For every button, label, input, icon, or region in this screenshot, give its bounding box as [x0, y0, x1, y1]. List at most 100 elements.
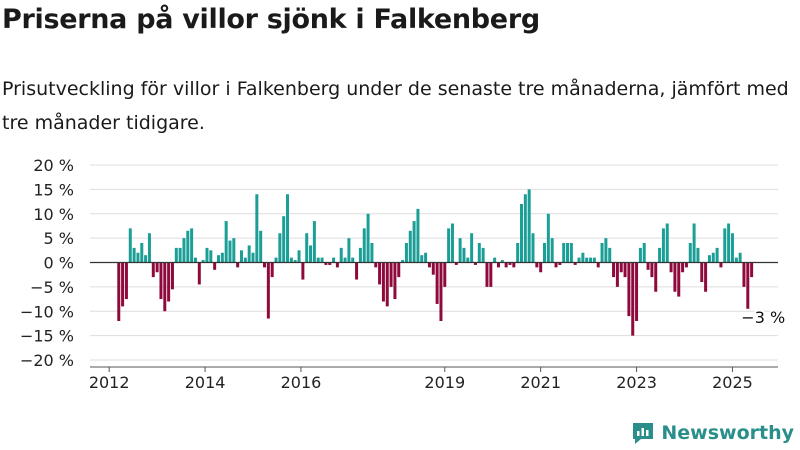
y-tick-label: −10 % — [20, 302, 74, 321]
y-tick-label: 15 % — [33, 180, 74, 199]
bar-positive — [581, 252, 585, 263]
x-tick-label: 2019 — [424, 373, 465, 392]
bar-positive — [523, 194, 527, 263]
bar-positive — [450, 223, 454, 263]
bar-negative — [750, 262, 754, 278]
bar-positive — [259, 230, 263, 263]
bar-positive — [339, 247, 343, 263]
bar-negative — [485, 262, 489, 287]
bar-positive — [228, 240, 232, 263]
bar-negative — [427, 262, 431, 268]
bar-positive — [178, 247, 182, 263]
y-axis-labels: 20 % 15 % 10 % 5 % 0 % −5 % −10 % −15 % −20 % — [20, 156, 74, 370]
bar-negative — [397, 262, 401, 278]
bar-positive — [255, 194, 259, 263]
bar-positive — [416, 208, 420, 263]
bar-positive — [370, 243, 374, 263]
bar-positive — [569, 243, 573, 263]
x-tick-label: 2025 — [712, 373, 753, 392]
bar-positive — [477, 243, 481, 263]
bar-positive — [420, 255, 424, 263]
bar-negative — [746, 262, 750, 309]
bar-positive — [224, 221, 228, 263]
bar-negative — [700, 262, 704, 282]
y-tick-label: −15 % — [20, 327, 74, 346]
bar-negative — [535, 262, 539, 268]
bar-negative — [124, 262, 128, 300]
bar-positive — [543, 243, 547, 263]
bar-positive — [481, 247, 485, 263]
bar-negative — [324, 262, 328, 265]
bar-positive — [332, 257, 336, 263]
x-tick-label: 2012 — [89, 373, 130, 392]
bar-negative — [489, 262, 493, 287]
bar-positive — [604, 238, 608, 263]
bar-positive — [186, 230, 190, 263]
bar-negative — [355, 262, 359, 280]
last-value-label: −3 % — [741, 308, 785, 327]
bar-negative — [558, 262, 562, 265]
chart-subtitle: Prisutveckling för villor i Falkenberg u… — [2, 78, 789, 134]
bar-negative — [539, 262, 543, 273]
bar-negative — [627, 262, 631, 317]
bar-positive — [727, 223, 731, 263]
bar-positive — [190, 228, 194, 263]
bar-negative — [170, 262, 174, 290]
bar-negative — [454, 262, 458, 265]
bar-negative — [650, 262, 654, 278]
bar-negative — [155, 262, 159, 273]
bar-negative — [615, 262, 619, 287]
bar-negative — [197, 262, 201, 285]
bar-positive — [577, 257, 581, 263]
bar-positive — [527, 189, 531, 263]
bar-positive — [692, 223, 696, 263]
bar-positive — [320, 257, 324, 263]
bar-positive — [251, 252, 255, 263]
bar-positive — [707, 255, 711, 263]
bar-negative — [473, 262, 477, 265]
y-tick-label: −5 % — [30, 278, 74, 297]
bar-negative — [151, 262, 155, 278]
annotation: −3 % — [739, 306, 787, 329]
bar-negative — [742, 262, 746, 287]
bar-positive — [546, 213, 550, 263]
bar-negative — [159, 262, 163, 300]
bar-positive — [466, 257, 470, 263]
bar-positive — [462, 247, 466, 263]
bar-negative — [121, 262, 125, 307]
bar-positive — [289, 257, 293, 263]
bar-positive — [520, 204, 523, 263]
newsworthy-brand: Newsworthy — [631, 420, 794, 446]
bar-negative — [496, 262, 500, 268]
bar-positive — [358, 247, 362, 263]
bar-positive — [278, 233, 282, 263]
bar-negative — [508, 262, 512, 265]
bar-negative — [719, 262, 723, 268]
bar-positive — [470, 233, 474, 263]
bar-positive — [216, 255, 220, 263]
bar-negative — [236, 262, 240, 268]
bar-positive — [516, 243, 520, 263]
bar-positive — [297, 250, 301, 263]
bar-positive — [738, 252, 742, 263]
bar-positive — [424, 252, 428, 263]
bar-negative — [669, 262, 673, 273]
bar-negative — [167, 262, 171, 302]
bar-negative — [596, 262, 600, 268]
bar-positive — [661, 228, 665, 263]
bar-positive — [730, 233, 734, 263]
bar-negative — [439, 262, 443, 321]
x-tick-label: 2014 — [185, 373, 226, 392]
bar-negative — [681, 262, 685, 273]
bar-positive — [136, 252, 140, 263]
bar-positive — [282, 216, 286, 263]
bar-positive — [642, 243, 646, 263]
bar-positive — [550, 238, 554, 263]
bar-negative — [435, 262, 439, 304]
bar-positive — [412, 221, 416, 263]
bar-negative — [684, 262, 688, 268]
bar-positive — [240, 250, 243, 263]
bar-negative — [385, 262, 389, 307]
bar-negative — [266, 262, 270, 319]
